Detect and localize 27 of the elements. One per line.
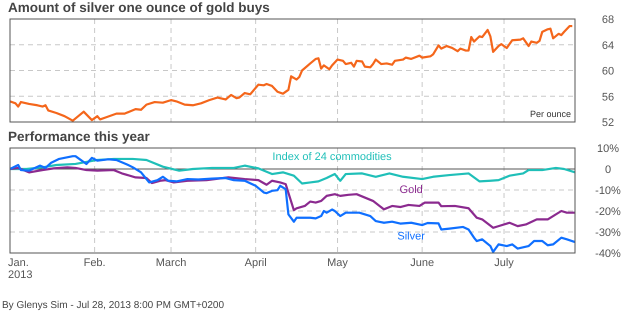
- y-tick-label: 60: [602, 66, 614, 78]
- y-tick-label: 0: [604, 164, 612, 176]
- x-tick-label: Jan. 2013: [8, 257, 32, 281]
- chart-title: Performance this year: [8, 129, 151, 144]
- y-tick-label: -10%: [595, 185, 622, 197]
- line-series: [8, 24, 574, 122]
- chart-title: Amount of silver one ounce of gold buys: [8, 0, 270, 15]
- x-tick-label: April: [244, 257, 267, 269]
- y-tick-label: -20%: [595, 206, 622, 218]
- line-series: [8, 166, 576, 229]
- y-tick-label: -40%: [595, 248, 622, 260]
- series-label: Gold: [400, 184, 423, 196]
- annotation: Per ounce: [530, 109, 571, 119]
- y-tick-label: -30%: [595, 227, 622, 239]
- x-tick-label: May: [327, 257, 348, 269]
- y-tick-label: 64: [602, 40, 614, 52]
- x-tick-label: July: [494, 257, 514, 269]
- series-label: Index of 24 commodities: [272, 151, 392, 164]
- series-label: Silver: [397, 230, 426, 242]
- x-tick-label: March: [156, 257, 186, 269]
- y-tick-label: 10%: [596, 143, 620, 155]
- y-tick-label: 52: [602, 117, 614, 129]
- x-tick-label: June: [410, 257, 434, 269]
- y-tick-label: 56: [602, 91, 614, 104]
- y-tick-label: 68: [602, 14, 614, 26]
- x-tick-label: Feb.: [84, 257, 106, 269]
- text: By Glenys Sim - Jul 28, 2013 8:00 PM GMT+0200: [2, 300, 224, 311]
